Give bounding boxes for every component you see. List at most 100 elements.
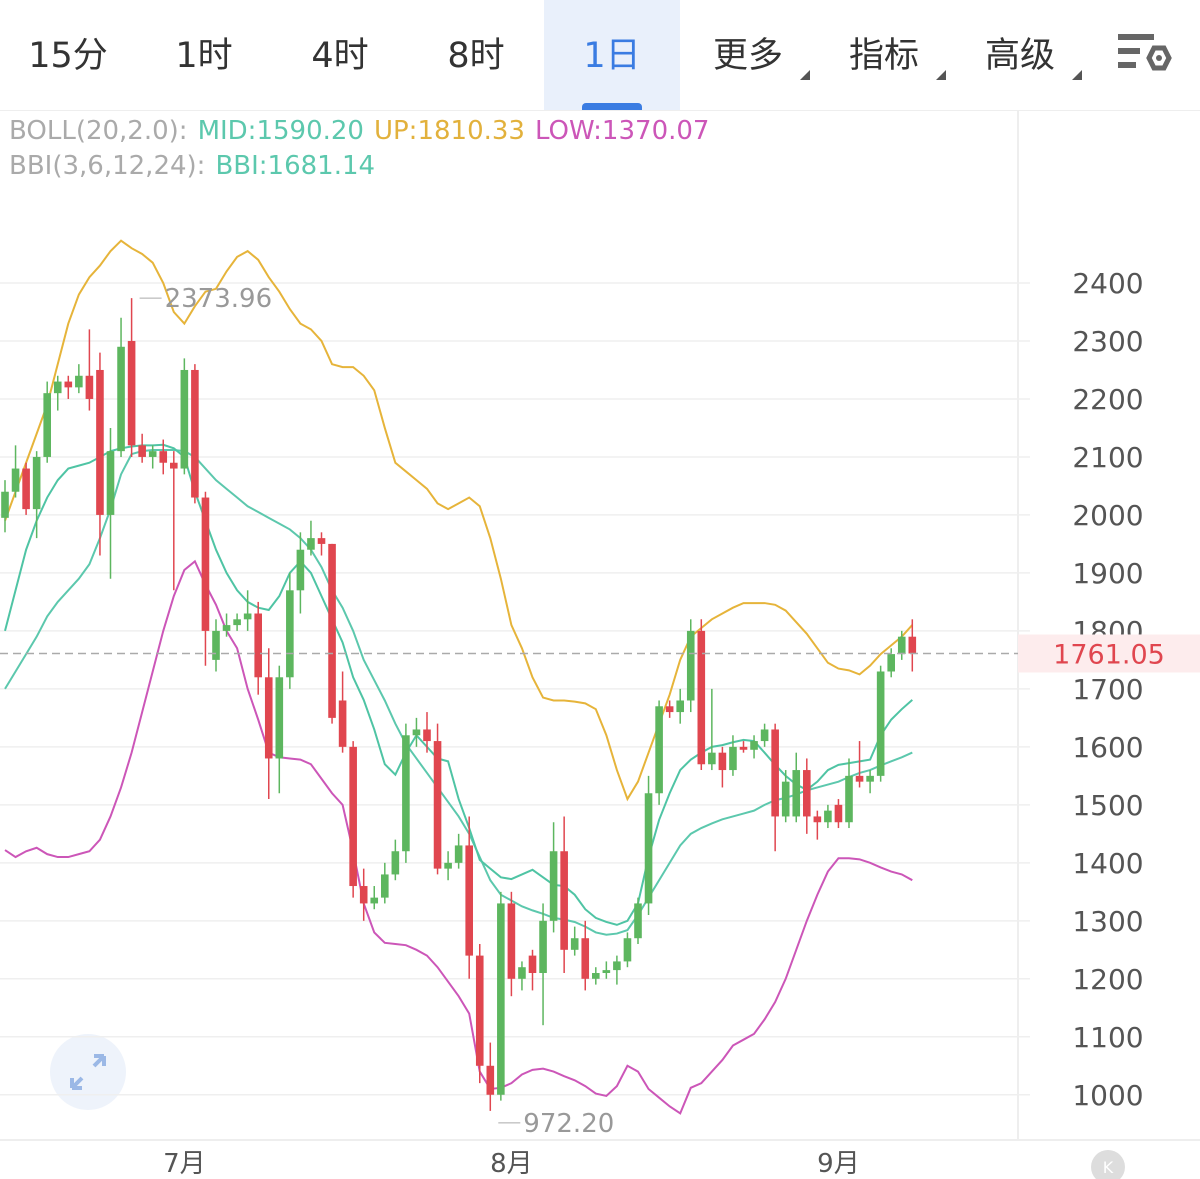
candle-body	[233, 619, 241, 626]
dropdown-arrow	[1072, 70, 1082, 80]
candle-body	[623, 938, 632, 962]
candle-body	[349, 746, 357, 887]
x-tick-label: 8月	[490, 1149, 533, 1179]
tab[interactable]: 1日	[544, 0, 680, 110]
candle-body	[402, 735, 410, 852]
candle-body	[454, 845, 463, 863]
candle-body	[803, 770, 811, 817]
candle-body	[686, 630, 695, 701]
settings-icon[interactable]	[1114, 28, 1174, 88]
expand-button[interactable]	[50, 1034, 126, 1110]
candle-body	[53, 381, 62, 394]
dropdown-arrow	[936, 70, 946, 80]
y-tick-label: 1600	[1072, 731, 1143, 764]
candle-body	[201, 497, 210, 631]
y-tick-label: 1200	[1072, 963, 1143, 996]
y-tick-label: 2400	[1072, 267, 1143, 300]
candle-body	[43, 393, 51, 457]
y-tick-label: 1000	[1072, 1079, 1143, 1112]
candle-body	[581, 938, 590, 979]
y-tick-label: 2200	[1072, 383, 1143, 416]
y-tick-label: 1800	[1072, 615, 1143, 648]
candle-body	[370, 897, 379, 904]
indicator-label: BOLL(20,2.0):	[9, 116, 188, 146]
y-tick-label: 1400	[1072, 847, 1143, 880]
candle-body	[518, 967, 526, 979]
candle-body	[127, 340, 136, 446]
indicator-row: BOLL(20,2.0): MID:1590.20 UP:1810.33 LOW:13…	[9, 114, 709, 149]
candle-body	[338, 700, 347, 747]
tab[interactable]: 4时	[311, 36, 369, 76]
candle-body	[528, 955, 537, 974]
candle-body	[876, 671, 885, 776]
candle-body	[275, 677, 284, 759]
indicator-line	[4, 443, 913, 926]
candle-body	[718, 752, 727, 771]
candle-body	[191, 369, 199, 498]
candle-body	[117, 346, 125, 452]
candle-body	[180, 369, 189, 469]
candle-body	[317, 538, 326, 544]
candle-body	[85, 375, 94, 399]
candle-body	[32, 456, 41, 510]
x-tick-label: 7月	[163, 1149, 206, 1179]
candle-body	[475, 955, 484, 1066]
candle-body	[676, 700, 684, 713]
indicator-value: MID:1590.20	[197, 116, 364, 146]
candle-body	[22, 468, 30, 510]
candle-body	[697, 630, 706, 765]
candle-body	[908, 636, 917, 654]
candle-body	[613, 961, 621, 971]
candle-body	[507, 903, 516, 979]
candle-body	[665, 706, 674, 713]
candle-body	[549, 851, 558, 921]
candle-body	[739, 746, 748, 750]
candle-body	[845, 775, 853, 823]
indicator-legend: BOLL(20,2.0): MID:1590.20 UP:1810.33 LOW:13…	[9, 114, 709, 184]
candle-body	[381, 874, 389, 898]
candle-body	[11, 468, 20, 492]
svg-text:K: K	[1103, 1158, 1114, 1177]
k-icon[interactable]	[1091, 1150, 1125, 1179]
candle-body	[887, 654, 895, 672]
y-tick-label: 2000	[1072, 499, 1143, 532]
candle-body	[328, 543, 336, 718]
candle-body	[824, 810, 832, 823]
dropdown-arrow	[800, 70, 810, 80]
tab[interactable]: 1时	[175, 36, 233, 76]
candle-body	[222, 625, 231, 631]
candle-body	[644, 793, 653, 904]
y-tick-label: 1500	[1072, 789, 1143, 822]
candle-body	[634, 903, 642, 939]
indicator-value: LOW:1370.07	[534, 116, 710, 146]
candle-body	[592, 973, 600, 979]
candle-body	[655, 706, 663, 794]
candle-body	[359, 886, 368, 904]
tab[interactable]: 8时	[447, 36, 505, 76]
indicator-label: BBI(3,6,12,24):	[9, 151, 206, 181]
candle-body	[138, 445, 146, 457]
candle-body	[834, 804, 843, 823]
y-tick-label: 1100	[1072, 1021, 1143, 1054]
candle-body	[254, 613, 262, 678]
y-tick-label: 1300	[1072, 905, 1143, 938]
candle-body	[444, 862, 452, 869]
candle-body	[96, 369, 104, 515]
y-tick-label: 2300	[1072, 325, 1143, 358]
candle-body	[602, 970, 611, 974]
candle-body	[307, 538, 315, 550]
tab[interactable]: 指标	[816, 0, 952, 110]
candle-body	[708, 752, 716, 765]
candle-body	[570, 938, 579, 950]
candle-body	[148, 451, 157, 457]
candle-body	[792, 770, 801, 817]
indicator-line	[4, 559, 913, 1115]
candle-body	[813, 816, 822, 823]
tab[interactable]: 高级	[952, 0, 1088, 110]
tab[interactable]: 15分	[28, 36, 108, 76]
tab[interactable]: 更多	[680, 0, 816, 110]
candle-body	[750, 741, 758, 750]
tab-bar: 15分 1时 4时 8时 1日 更多 指标 高级	[0, 0, 1200, 111]
max-label: 2373.96	[165, 284, 273, 314]
y-tick-label: 1900	[1072, 557, 1143, 590]
